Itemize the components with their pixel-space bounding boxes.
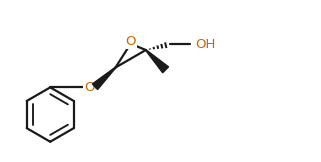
Text: O: O [126,35,136,48]
Text: OH: OH [195,38,216,51]
Polygon shape [92,67,116,90]
Polygon shape [145,50,169,73]
Text: O: O [84,81,94,94]
